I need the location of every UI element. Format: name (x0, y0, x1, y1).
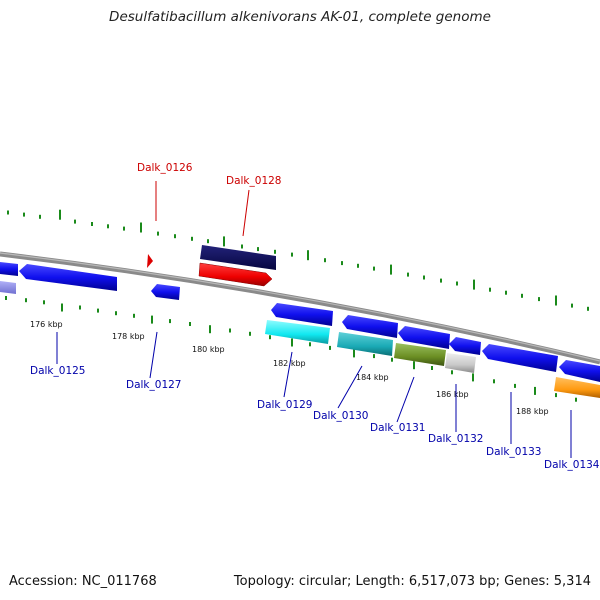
gene-dalk-0125[interactable] (19, 264, 117, 291)
tick-label-176: 176 kbp (30, 320, 63, 329)
gene-dalk-0133[interactable] (482, 344, 558, 372)
inner-tick-track (5, 296, 577, 402)
gene-label-dalk-0127[interactable]: Dalk_0127 (126, 379, 182, 391)
gene-dalk-0134-blue[interactable] (559, 360, 600, 382)
tick-label-180: 180 kbp (192, 345, 225, 354)
topology-text: Topology: circular; Length: 6,517,073 bp… (233, 574, 591, 589)
tick-labels: 176 kbp 178 kbp 180 kbp 182 kbp 184 kbp … (30, 320, 549, 416)
label-leader-lines (56, 181, 572, 458)
gene-label-dalk-0133[interactable]: Dalk_0133 (486, 446, 542, 458)
tick-label-178: 178 kbp (112, 332, 145, 341)
gene-label-dalk-0130[interactable]: Dalk_0130 (313, 410, 369, 422)
gene-dalk-0131-olive[interactable] (394, 343, 446, 366)
gene-dalk-0128-bar[interactable] (200, 245, 276, 270)
gene-dalk-0132-grey[interactable] (445, 353, 476, 373)
map-title: Desulfatibacillum alkenivorans AK-01, co… (109, 9, 491, 25)
gene-dalk-0129-blue[interactable] (271, 303, 333, 326)
gene-label-dalk-0131[interactable]: Dalk_0131 (370, 422, 426, 434)
gene-label-dalk-0134[interactable]: Dalk_0134 (544, 459, 600, 471)
tick-label-182: 182 kbp (273, 359, 306, 368)
genome-backbone (0, 251, 600, 365)
gene-dalk-0126-marker[interactable] (147, 254, 153, 268)
gene-label-dalk-0126[interactable]: Dalk_0126 (137, 162, 193, 174)
gene-left-edge-arrow[interactable] (0, 262, 18, 276)
tick-label-184: 184 kbp (356, 373, 389, 382)
gene-dalk-0134-orange[interactable] (554, 377, 600, 398)
gene-label-dalk-0128[interactable]: Dalk_0128 (226, 175, 282, 187)
tick-label-188: 188 kbp (516, 407, 549, 416)
gene-lavender-edge[interactable] (0, 281, 16, 294)
gene-label-dalk-0132[interactable]: Dalk_0132 (428, 433, 484, 445)
gene-label-dalk-0125[interactable]: Dalk_0125 (30, 365, 86, 377)
gene-dalk-0129-cyan[interactable] (265, 320, 330, 344)
gene-dalk-0131-blue[interactable] (398, 326, 450, 349)
accession-text: Accession: NC_011768 (9, 574, 157, 589)
tick-label-186: 186 kbp (436, 390, 469, 399)
gene-dalk-0128-arrow[interactable] (198, 262, 273, 287)
gene-dalk-0130-blue[interactable] (342, 315, 398, 338)
outer-tick-track (7, 209, 589, 311)
gene-dalk-0127[interactable] (151, 284, 180, 300)
gene-label-dalk-0129[interactable]: Dalk_0129 (257, 399, 313, 411)
gene-dalk-0130-teal[interactable] (337, 332, 393, 356)
gene-dalk-0132-blue[interactable] (449, 337, 481, 355)
